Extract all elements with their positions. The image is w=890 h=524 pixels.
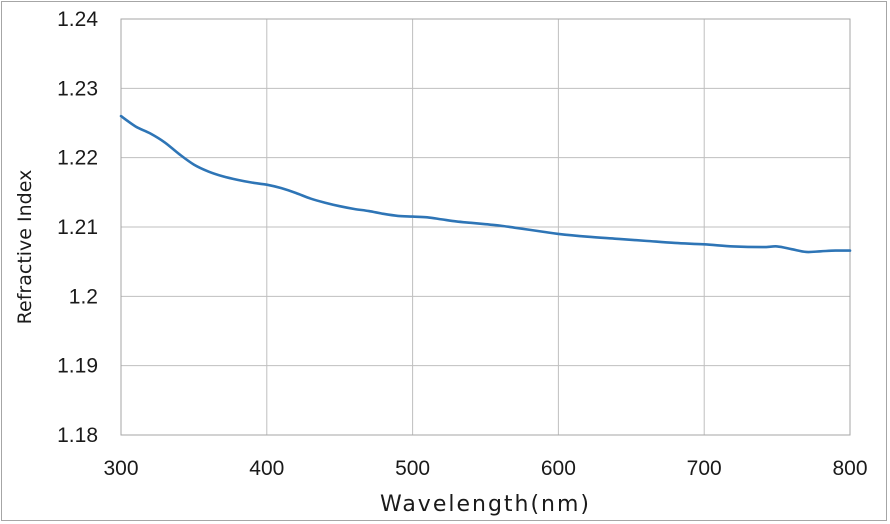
x-axis-ticks: 300 400 500 600 700 800 bbox=[103, 457, 867, 480]
y-tick-label: 1.2 bbox=[69, 285, 98, 308]
y-tick-label: 1.21 bbox=[57, 216, 98, 239]
y-tick-label: 1.19 bbox=[57, 355, 98, 378]
grid bbox=[120, 18, 851, 436]
y-tick-label: 1.22 bbox=[57, 147, 98, 170]
x-tick-label: 600 bbox=[541, 457, 576, 480]
x-axis-title: Wavelength(nm) bbox=[380, 492, 591, 517]
x-tick-label: 700 bbox=[687, 457, 722, 480]
y-tick-label: 1.23 bbox=[57, 77, 98, 100]
y-axis-title: Refractive Index bbox=[14, 170, 36, 325]
y-tick-label: 1.18 bbox=[57, 424, 98, 447]
y-axis-ticks: 1.18 1.19 1.2 1.21 1.22 1.23 1.24 bbox=[57, 8, 98, 447]
x-tick-label: 400 bbox=[249, 457, 284, 480]
series-line-0 bbox=[119, 114, 852, 254]
y-tick-label: 1.24 bbox=[57, 8, 98, 31]
x-tick-label: 300 bbox=[103, 457, 138, 480]
x-tick-label: 500 bbox=[395, 457, 430, 480]
plot-area-border bbox=[120, 18, 851, 436]
series-layer bbox=[119, 114, 852, 254]
x-tick-label: 800 bbox=[832, 457, 867, 480]
